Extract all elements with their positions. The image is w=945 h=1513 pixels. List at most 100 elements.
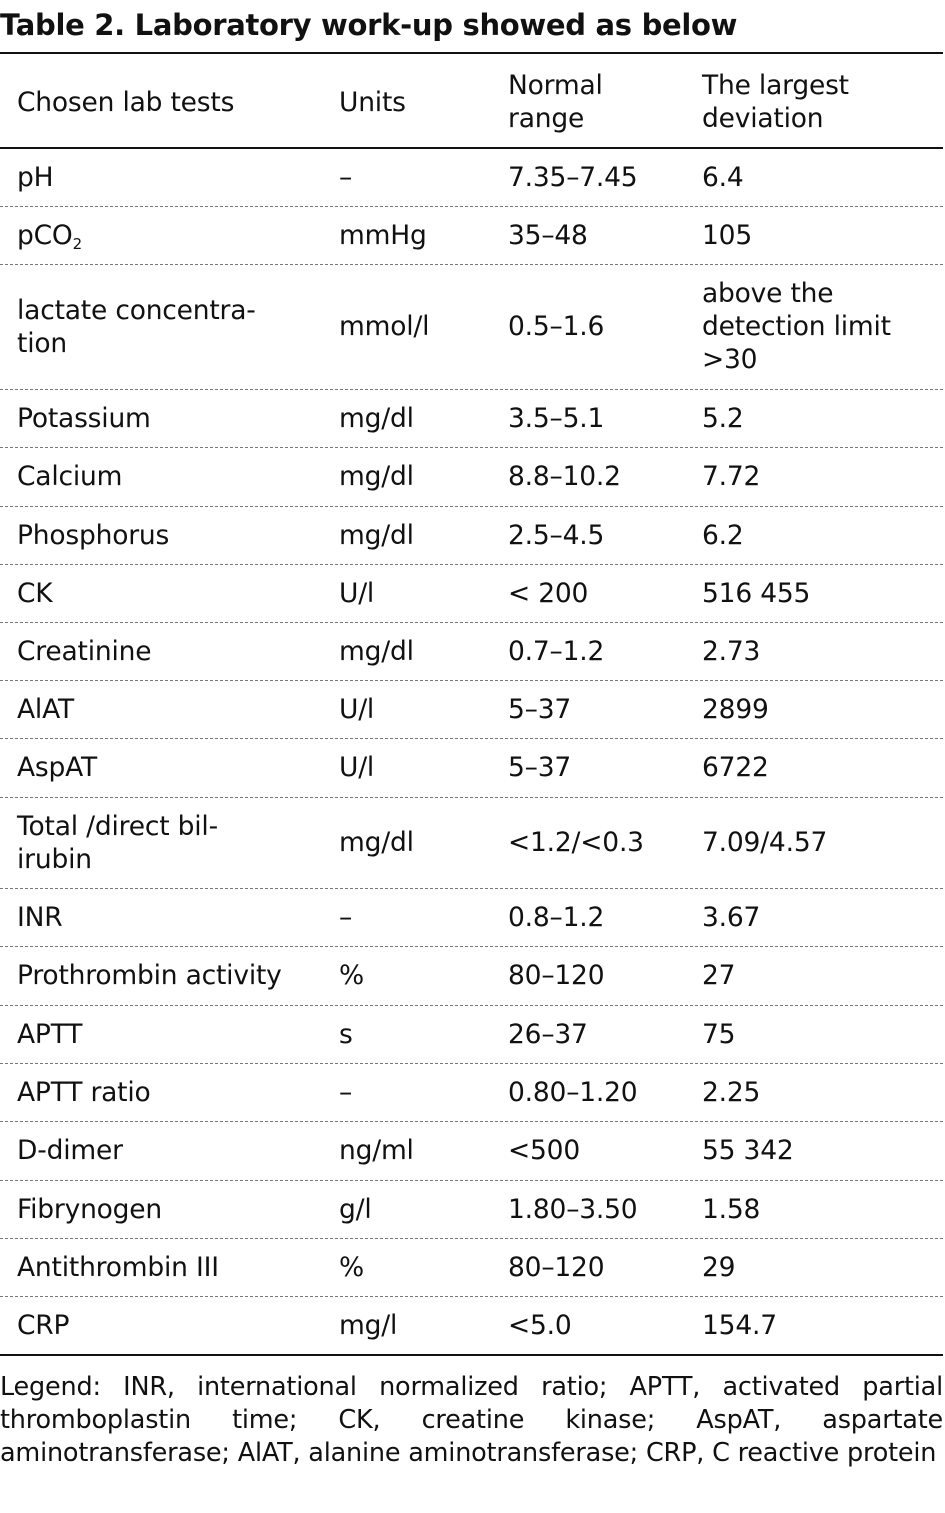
cell-text: 3.67 xyxy=(702,901,761,933)
cell-text: 80–120 xyxy=(508,1251,605,1283)
cell-text: mg/l xyxy=(339,1310,398,1341)
cell-text: 26–37 xyxy=(508,1018,588,1050)
row-divider xyxy=(0,1296,943,1297)
cell-text: 2899 xyxy=(702,693,769,725)
cell-text: APTT ratio xyxy=(17,1076,151,1108)
table-cell-deviation: 7.09/4.57 xyxy=(702,797,942,888)
cell-text: AlAT xyxy=(17,693,74,725)
cell-text: 55 342 xyxy=(702,1135,794,1166)
row-divider xyxy=(0,264,943,265)
table-cell-normal: 35–48 xyxy=(508,206,693,264)
table-cell-normal: 7.35–7.45 xyxy=(508,148,693,206)
cell-text: Fibrynogen xyxy=(17,1193,163,1225)
table-cell-test: pCO2 xyxy=(17,206,329,264)
column-header-label: Normal range xyxy=(508,70,603,134)
table-cell-deviation: 1.58 xyxy=(702,1180,942,1238)
table-cell-test: Antithrombin III xyxy=(17,1238,329,1296)
table-cell-test: Fibrynogen xyxy=(17,1180,329,1238)
table-cell-normal: 3.5–5.1 xyxy=(508,389,693,447)
cell-text: 0.8–1.2 xyxy=(508,901,605,933)
cell-text: pH xyxy=(17,161,54,193)
table-cell-test: APTT ratio xyxy=(17,1063,329,1121)
cell-text: % xyxy=(339,1251,364,1283)
row-divider xyxy=(0,506,943,507)
cell-text: U/l xyxy=(339,693,375,725)
row-divider xyxy=(0,564,943,565)
cell-text: mg/dl xyxy=(339,402,414,434)
table-cell-normal: 0.8–1.2 xyxy=(508,888,693,946)
table-cell-test: AspAT xyxy=(17,738,329,797)
cell-text: – xyxy=(339,1076,353,1108)
table-cell-units: U/l xyxy=(339,680,499,738)
column-header: Chosen lab tests xyxy=(17,56,329,148)
table-cell-normal: 80–120 xyxy=(508,946,693,1005)
table-cell-test: D-dimer xyxy=(17,1121,329,1180)
table-cell-units: % xyxy=(339,1238,499,1296)
table-cell-units: U/l xyxy=(339,738,499,797)
cell-text: lactate concentra-tion xyxy=(17,294,256,359)
cell-text: 6722 xyxy=(702,752,769,783)
cell-text: < 200 xyxy=(508,577,589,609)
table-cell-deviation: above the detection limit >30 xyxy=(702,264,917,389)
cell-text: ng/ml xyxy=(339,1135,414,1166)
row-divider xyxy=(0,206,943,207)
table-cell-normal: < 200 xyxy=(508,564,693,622)
cell-text: – xyxy=(339,901,353,933)
table-cell-normal: 0.7–1.2 xyxy=(508,622,693,680)
cell-text: Potassium xyxy=(17,402,151,434)
table-cell-deviation: 516 455 xyxy=(702,564,942,622)
table-cell-deviation: 3.67 xyxy=(702,888,942,946)
cell-text: Calcium xyxy=(17,461,123,492)
cell-text: Antithrombin III xyxy=(17,1251,219,1283)
header-rule xyxy=(0,147,943,149)
row-divider xyxy=(0,622,943,623)
cell-text: U/l xyxy=(339,752,375,783)
cell-text: 1.80–3.50 xyxy=(508,1193,638,1225)
table-cell-units: U/l xyxy=(339,564,499,622)
row-divider xyxy=(0,738,943,739)
table-cell-normal: 26–37 xyxy=(508,1005,693,1063)
table-cell-normal: <1.2/<0.3 xyxy=(508,797,693,888)
cell-text: 6.4 xyxy=(702,161,744,193)
table-cell-normal: 2.5–4.5 xyxy=(508,506,693,564)
column-header-label: The largest deviation xyxy=(702,70,849,134)
table-cell-units: mg/dl xyxy=(339,506,499,564)
table-cell-units: mmol/l xyxy=(339,264,499,389)
table-cell-test: CK xyxy=(17,564,329,622)
cell-text: mg/dl xyxy=(339,461,414,492)
row-divider xyxy=(0,1063,943,1064)
table-cell-units: mg/dl xyxy=(339,447,499,506)
row-divider xyxy=(0,946,943,947)
cell-text: AspAT xyxy=(17,752,98,783)
table-cell-units: % xyxy=(339,946,499,1005)
table-cell-test: Phosphorus xyxy=(17,506,329,564)
row-divider xyxy=(0,680,943,681)
table-title: Table 2. Laboratory work-up showed as be… xyxy=(0,8,738,42)
cell-text: pCO2 xyxy=(17,219,82,253)
table-cell-test: CRP xyxy=(17,1296,329,1355)
column-header: Normal range xyxy=(508,56,658,148)
cell-text: 8.8–10.2 xyxy=(508,461,621,492)
cell-text: CK xyxy=(17,577,53,609)
cell-text: 7.35–7.45 xyxy=(508,161,638,193)
cell-text: 75 xyxy=(702,1018,736,1050)
cell-text: U/l xyxy=(339,577,375,609)
cell-text: mg/dl xyxy=(339,827,414,858)
cell-text: – xyxy=(339,161,353,193)
cell-text: 6.2 xyxy=(702,519,744,551)
table-cell-units: s xyxy=(339,1005,499,1063)
table-cell-deviation: 75 xyxy=(702,1005,942,1063)
cell-text: <1.2/<0.3 xyxy=(508,827,644,858)
cell-text: 5.2 xyxy=(702,402,744,434)
table-cell-test: AlAT xyxy=(17,680,329,738)
table-cell-units: – xyxy=(339,148,499,206)
cell-text: 516 455 xyxy=(702,577,811,609)
cell-text: 105 xyxy=(702,219,752,251)
table-cell-normal: 1.80–3.50 xyxy=(508,1180,693,1238)
cell-text: Creatinine xyxy=(17,635,152,667)
table-cell-normal: 0.5–1.6 xyxy=(508,264,693,389)
cell-text: Phosphorus xyxy=(17,519,170,551)
cell-text: 0.5–1.6 xyxy=(508,311,605,342)
table-cell-deviation: 27 xyxy=(702,946,942,1005)
